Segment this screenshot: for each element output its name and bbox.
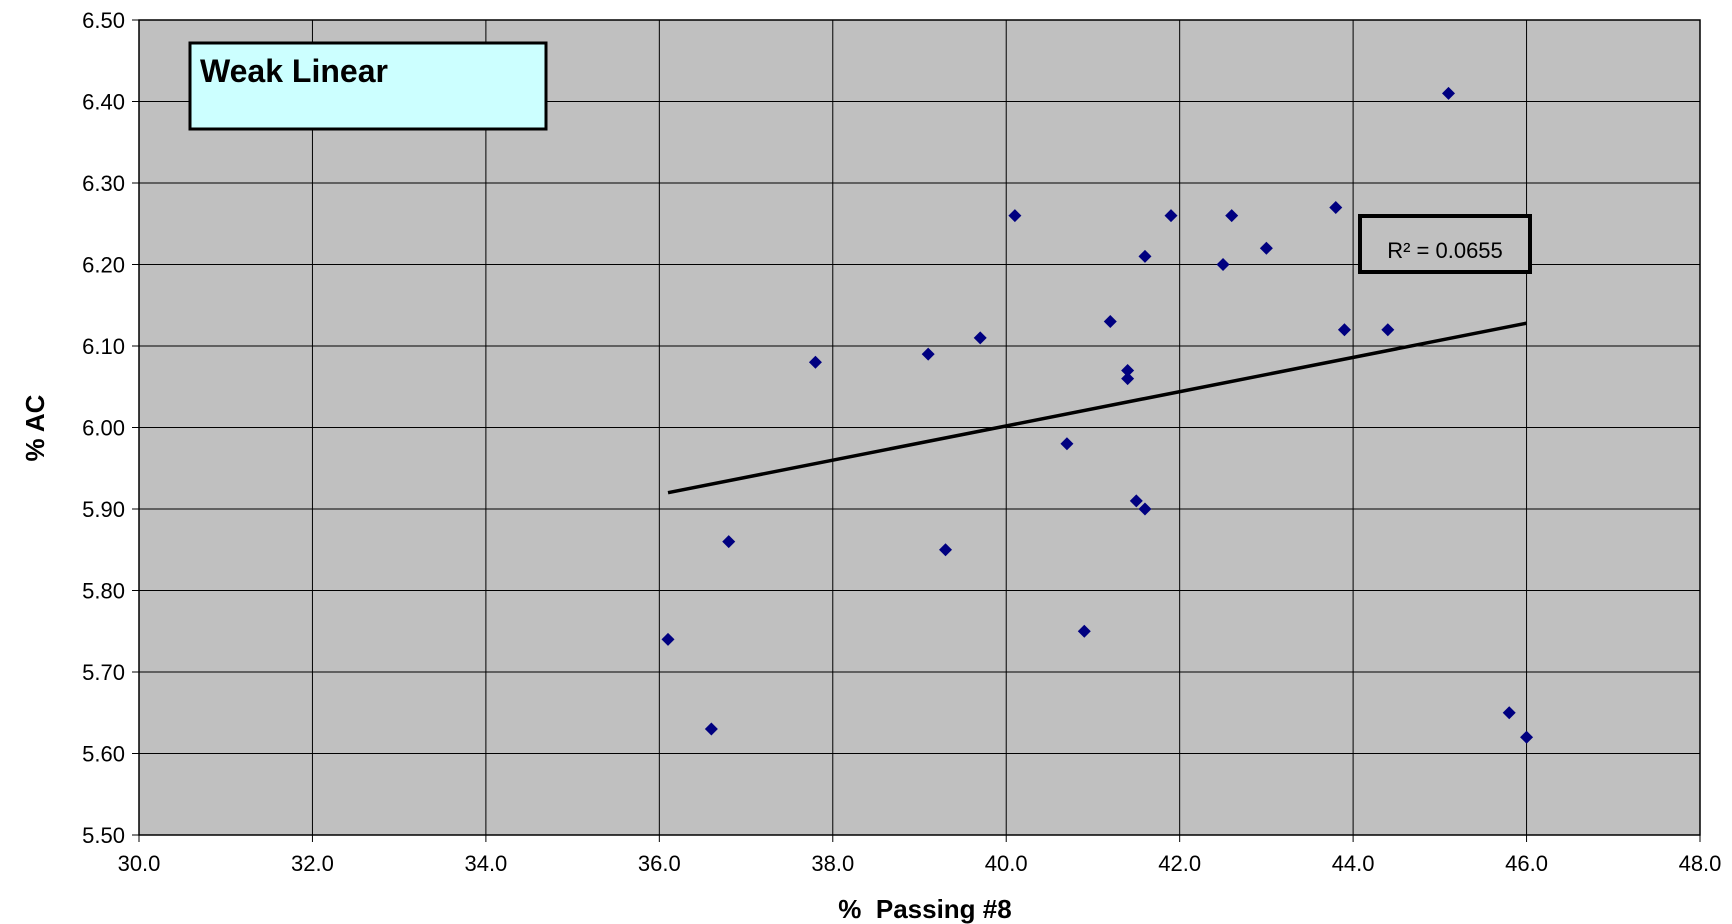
r-squared-label: R² = 0.0655 bbox=[1387, 238, 1503, 263]
x-tick-label: 40.0 bbox=[985, 851, 1028, 876]
y-tick-label: 5.70 bbox=[82, 660, 125, 685]
data-point bbox=[1103, 315, 1117, 329]
x-tick-label: 46.0 bbox=[1505, 851, 1548, 876]
x-tick-label: 34.0 bbox=[464, 851, 507, 876]
data-point bbox=[1060, 437, 1074, 451]
y-tick-label: 5.80 bbox=[82, 579, 125, 604]
x-tick-label: 44.0 bbox=[1332, 851, 1375, 876]
data-point bbox=[1138, 249, 1152, 263]
y-tick-label: 5.60 bbox=[82, 742, 125, 767]
y-tick-label: 6.20 bbox=[82, 253, 125, 278]
data-point bbox=[661, 632, 675, 646]
x-tick-label: 32.0 bbox=[291, 851, 334, 876]
data-point bbox=[704, 722, 718, 736]
data-point bbox=[973, 331, 987, 345]
y-tick-label: 6.30 bbox=[82, 171, 125, 196]
tick-labels: 30.0 32.0 34.0 36.0 38.0 40.0 42.0 44.0 46.0 48.0… bbox=[82, 8, 1721, 876]
y-tick-label: 6.00 bbox=[82, 416, 125, 441]
trendline-group bbox=[667, 321, 1527, 495]
x-tick-label: 36.0 bbox=[638, 851, 681, 876]
data-point bbox=[1225, 209, 1239, 223]
y-axis-title: % AC bbox=[20, 394, 50, 461]
data-point bbox=[1138, 502, 1152, 516]
data-point bbox=[939, 543, 953, 557]
data-point bbox=[921, 347, 935, 361]
data-point bbox=[1520, 730, 1534, 744]
x-tick-label: 30.0 bbox=[118, 851, 161, 876]
data-point bbox=[1121, 372, 1135, 386]
y-tick-label: 6.50 bbox=[82, 8, 125, 33]
r-squared-box bbox=[1358, 214, 1532, 274]
weak-linear-label: Weak Linear bbox=[200, 53, 388, 89]
data-point bbox=[1129, 494, 1143, 508]
gridlines bbox=[139, 20, 1700, 835]
weak-linear-box bbox=[188, 41, 548, 131]
y-tick-label: 5.90 bbox=[82, 497, 125, 522]
data-point bbox=[1164, 209, 1178, 223]
data-point bbox=[1259, 241, 1273, 255]
data-point bbox=[1442, 86, 1456, 100]
x-tick-label: 38.0 bbox=[811, 851, 854, 876]
data-point bbox=[1077, 624, 1091, 638]
data-point bbox=[808, 355, 822, 369]
x-tick-label: 48.0 bbox=[1679, 851, 1722, 876]
data-point bbox=[1216, 258, 1230, 271]
trendline bbox=[667, 321, 1527, 495]
data-point bbox=[1121, 363, 1135, 377]
data-point bbox=[722, 535, 736, 549]
y-tick-label: 5.50 bbox=[82, 823, 125, 848]
data-points bbox=[661, 86, 1534, 744]
data-point bbox=[1337, 323, 1351, 337]
y-tick-label: 6.10 bbox=[82, 334, 125, 359]
x-axis-title: % Passing #8 bbox=[838, 894, 1011, 924]
data-point bbox=[1502, 706, 1516, 720]
y-tick-label: 6.40 bbox=[82, 90, 125, 115]
data-point bbox=[1329, 200, 1343, 214]
data-point bbox=[1008, 209, 1022, 223]
x-tick-label: 42.0 bbox=[1158, 851, 1201, 876]
data-point bbox=[1381, 323, 1395, 337]
